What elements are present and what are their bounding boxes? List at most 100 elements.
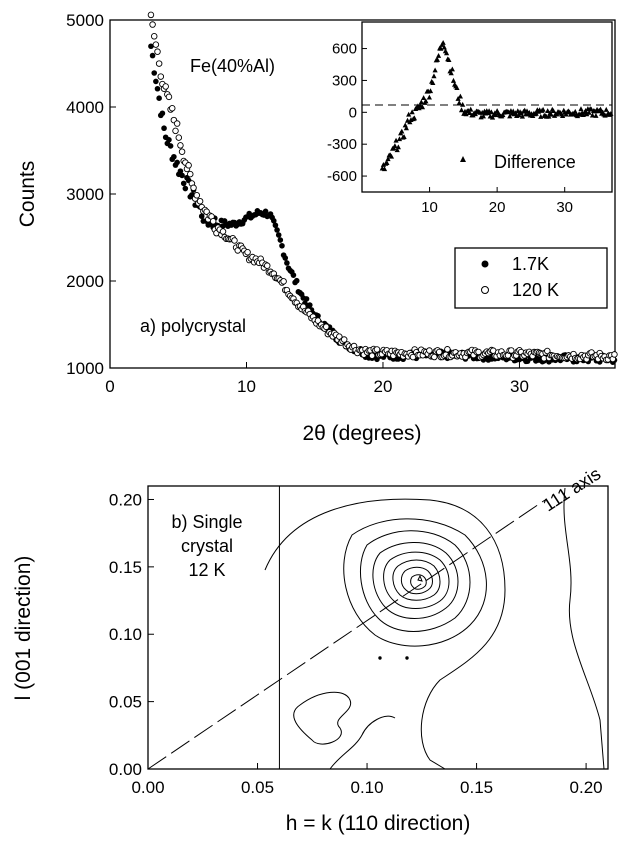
- data-point-1-7k: [270, 217, 277, 224]
- panel-b-plot-frame: [147, 485, 609, 770]
- inset-y-tick-label: -300: [327, 136, 357, 153]
- inset-difference-point: [578, 106, 584, 112]
- inset-data-points: [379, 40, 614, 172]
- inset-difference-point: [454, 85, 460, 90]
- data-point-120k: [373, 346, 381, 353]
- data-point-1-7k: [174, 159, 180, 166]
- data-point-1-7k: [171, 153, 177, 160]
- inset-difference-point: [572, 108, 578, 114]
- data-point-1-7k: [148, 43, 154, 50]
- inset-difference-point: [440, 40, 446, 45]
- data-point-120k: [168, 105, 176, 112]
- inset-difference-point: [399, 128, 405, 134]
- inset-difference-point: [540, 106, 546, 112]
- data-point-1-7k: [284, 260, 290, 266]
- data-point-120k: [219, 228, 227, 235]
- data-point-120k: [431, 353, 438, 361]
- inset-difference-point: [457, 93, 463, 99]
- material-label: Fe(40%Al): [190, 56, 275, 76]
- inset-difference-point: [409, 109, 415, 115]
- data-point-120k: [173, 120, 181, 127]
- panel-b-x-axis-label: h = k (110 direction): [286, 812, 471, 835]
- contour-dot-1: [378, 656, 382, 660]
- panel-b-label-line2: crystal: [181, 536, 233, 556]
- data-point-120k: [187, 170, 194, 178]
- panel-b-y-ticks: 0.00 0.05 0.10 0.15 0.20: [109, 490, 154, 779]
- data-point-120k: [162, 83, 169, 90]
- panel-b: 0.00 0.05 0.10 0.15 0.20 0.00 0.05 0.10 0.15 0.2…: [12, 464, 609, 835]
- inset-difference-point: [463, 111, 469, 117]
- inset-difference-point: [441, 44, 447, 50]
- data-point-120k: [185, 162, 192, 169]
- data-point-1-7k: [279, 242, 285, 249]
- data-point-1-7k: [154, 85, 161, 92]
- inset-difference-point: [403, 125, 409, 131]
- legend-box: [454, 247, 608, 309]
- data-point-1-7k: [303, 296, 310, 302]
- data-point-1-7k: [153, 78, 159, 85]
- data-point-1-7k: [177, 168, 184, 174]
- inset-difference-point: [603, 106, 609, 112]
- x-tick-label: 10: [237, 377, 256, 396]
- inset-difference-point: [421, 95, 427, 100]
- panel-a-legend: 1.7K 120 K: [454, 247, 608, 309]
- data-point-1-7k: [159, 110, 166, 117]
- inset-difference-point: [443, 50, 450, 56]
- y-tick-label: 1000: [66, 359, 104, 378]
- inset-difference-point: [448, 70, 454, 76]
- inset-difference-point: [438, 45, 444, 51]
- x-tick-label: 30: [510, 377, 529, 396]
- data-point-1-7k: [277, 237, 284, 243]
- y-tick-label: 5000: [66, 11, 104, 30]
- x-tick-label: 0: [105, 377, 114, 396]
- inset-difference-point: [458, 107, 465, 113]
- b-y-tick-label: 0.00: [109, 760, 142, 779]
- data-point-120k: [193, 192, 201, 199]
- inset-x-ticks: 10 20 30: [421, 187, 573, 216]
- legend-label-120k: 120 K: [512, 280, 559, 300]
- data-point-120k: [611, 351, 618, 358]
- data-point-120k: [149, 21, 156, 28]
- panel-a-y-axis-label: Counts: [16, 161, 39, 228]
- inset-difference-point: [468, 106, 474, 112]
- data-point-120k: [190, 184, 197, 192]
- inset-difference-point: [419, 104, 426, 110]
- data-point-120k: [177, 142, 184, 149]
- inset-difference-point: [493, 112, 499, 117]
- contour-level-1: [264, 498, 506, 770]
- b-y-tick-label: 0.15: [109, 558, 142, 577]
- inset-y-ticks: -600 -300 0 300 600: [327, 41, 367, 185]
- inset-difference-point: [589, 112, 596, 118]
- data-point-120k: [263, 262, 271, 269]
- data-point-1-7k: [315, 313, 321, 319]
- data-point-120k: [165, 93, 173, 101]
- inset-difference-point: [406, 111, 412, 117]
- contour-level-7: [400, 566, 433, 595]
- data-point-1-7k: [198, 213, 205, 220]
- legend-label-1-7k: 1.7K: [512, 254, 549, 274]
- inset-y-tick-label: 600: [332, 41, 357, 58]
- inset-difference-point: [545, 108, 551, 113]
- data-point-120k: [336, 333, 343, 340]
- inset-difference-point: [479, 109, 485, 115]
- data-point-1-7k: [182, 185, 189, 192]
- data-point-120k: [280, 278, 287, 285]
- inset-difference-point: [548, 111, 554, 117]
- inset-difference-point: [480, 113, 486, 119]
- inset-difference-point: [434, 57, 441, 62]
- inset-difference-point: [401, 134, 407, 140]
- contour-peak: [417, 574, 423, 582]
- inset-difference-point: [426, 94, 432, 100]
- inset-difference-point: [384, 160, 390, 165]
- data-point-1-7k: [156, 95, 162, 102]
- contour-lines: [264, 487, 605, 770]
- panel-a-label: a) polycrystal: [140, 316, 246, 336]
- inset-difference-point: [393, 137, 399, 143]
- inset-x-tick-label: 20: [489, 199, 506, 216]
- inset-difference-point: [586, 109, 592, 115]
- inset-difference-point: [516, 112, 522, 118]
- b-y-tick-label: 0.10: [109, 625, 142, 644]
- b-x-tick-label: 0.00: [131, 778, 164, 797]
- inset-difference-point: [466, 110, 473, 115]
- inset-difference-point: [507, 113, 513, 119]
